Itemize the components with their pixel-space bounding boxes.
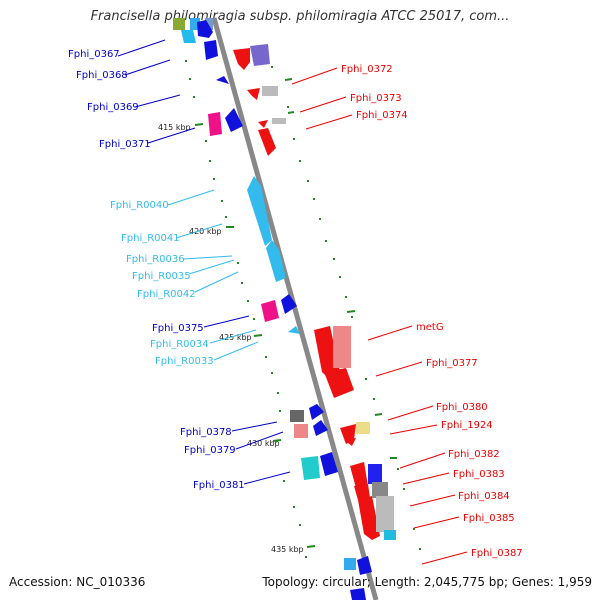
label-fphi-0374[interactable]: Fphi_0374 [356, 110, 408, 121]
label-fphi-r0035[interactable]: Fphi_R0035 [132, 271, 191, 282]
tick-label-425: 425 kbp [219, 333, 252, 342]
label-fphi-0387[interactable]: Fphi_0387 [471, 548, 523, 559]
label-fphi-0384[interactable]: Fphi_0384 [458, 491, 510, 502]
label-fphi-r0036[interactable]: Fphi_R0036 [126, 254, 185, 265]
label-fphi-0371[interactable]: Fphi_0371 [99, 139, 151, 150]
label-fphi-1924[interactable]: Fphi_1924 [441, 420, 493, 431]
label-fphi-0375[interactable]: Fphi_0375 [152, 323, 204, 334]
tick-label-420: 420 kbp [189, 227, 222, 236]
tick-dots [185, 46, 421, 558]
label-fphi-0369[interactable]: Fphi_0369 [87, 102, 139, 113]
kbp-ticks [194, 78, 397, 548]
topology-text: Topology: circular; Length: 2,045,775 bp… [262, 575, 592, 589]
right-label-group: Fphi_0372 Fphi_0373 Fphi_0374 metG Fphi_… [291, 64, 523, 565]
reverse-genes [233, 44, 396, 570]
label-fphi-0377[interactable]: Fphi_0377 [426, 358, 478, 369]
label-fphi-0368[interactable]: Fphi_0368 [76, 70, 128, 81]
label-fphi-0383[interactable]: Fphi_0383 [453, 469, 505, 480]
label-fphi-0373[interactable]: Fphi_0373 [350, 93, 402, 104]
label-fphi-0382[interactable]: Fphi_0382 [448, 449, 500, 460]
label-fphi-r0040[interactable]: Fphi_R0040 [110, 200, 169, 211]
tick-label-435: 435 kbp [271, 545, 304, 554]
left-label-group: Fphi_0367 Fphi_0368 Fphi_0369 Fphi_0371 … [68, 39, 291, 491]
forward-genes [173, 18, 372, 600]
label-fphi-r0041[interactable]: Fphi_R0041 [121, 233, 180, 244]
label-fphi-0367[interactable]: Fphi_0367 [68, 49, 120, 60]
tick-label-415: 415 kbp [158, 123, 191, 132]
label-fphi-0378[interactable]: Fphi_0378 [180, 427, 232, 438]
accession-text: Accession: NC_010336 [9, 575, 146, 589]
label-fphi-0380[interactable]: Fphi_0380 [436, 402, 488, 413]
label-metg[interactable]: metG [416, 322, 444, 333]
label-fphi-r0034[interactable]: Fphi_R0034 [150, 339, 209, 350]
label-fphi-r0033[interactable]: Fphi_R0033 [155, 356, 214, 367]
label-fphi-0379[interactable]: Fphi_0379 [184, 445, 236, 456]
label-fphi-0385[interactable]: Fphi_0385 [463, 513, 515, 524]
label-fphi-0372[interactable]: Fphi_0372 [341, 64, 393, 75]
tick-label-430: 430 kbp [247, 439, 280, 448]
label-fphi-0381[interactable]: Fphi_0381 [193, 480, 245, 491]
genome-backbone [211, 17, 379, 600]
label-fphi-r0042[interactable]: Fphi_R0042 [137, 289, 196, 300]
